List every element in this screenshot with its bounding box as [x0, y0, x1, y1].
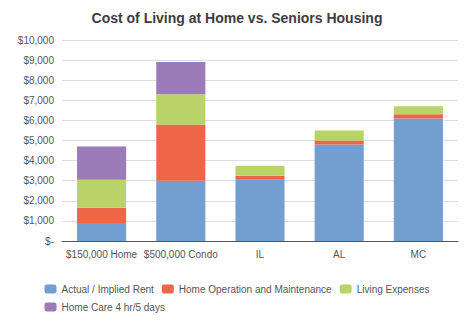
svg-text:$8,000: $8,000 [23, 75, 54, 86]
svg-text:IL: IL [256, 249, 265, 260]
svg-text:Home Care 4 hr/5 days: Home Care 4 hr/5 days [62, 302, 165, 313]
svg-text:Actual / Implied Rent: Actual / Implied Rent [62, 284, 154, 295]
svg-text:$6,000: $6,000 [23, 115, 54, 126]
svg-text:AL: AL [333, 249, 346, 260]
svg-text:$150,000 Home: $150,000 Home [66, 249, 138, 260]
svg-text:$7,000: $7,000 [23, 95, 54, 106]
svg-text:$10,000: $10,000 [18, 35, 55, 46]
svg-text:$5,000: $5,000 [23, 135, 54, 146]
svg-text:Living Expenses: Living Expenses [357, 284, 430, 295]
svg-text:$2,000: $2,000 [23, 195, 54, 206]
svg-text:$4,000: $4,000 [23, 155, 54, 166]
svg-text:$-: $- [45, 236, 54, 247]
svg-text:$3,000: $3,000 [23, 175, 54, 186]
svg-text:Home Operation and Maintenance: Home Operation and Maintenance [179, 284, 332, 295]
svg-text:Cost of Living at Home vs. Sen: Cost of Living at Home vs. Seniors Housi… [92, 10, 383, 26]
svg-text:MC: MC [411, 249, 427, 260]
svg-text:$1,000: $1,000 [23, 215, 54, 226]
svg-text:$500,000 Condo: $500,000 Condo [144, 249, 218, 260]
svg-text:$9,000: $9,000 [23, 55, 54, 66]
